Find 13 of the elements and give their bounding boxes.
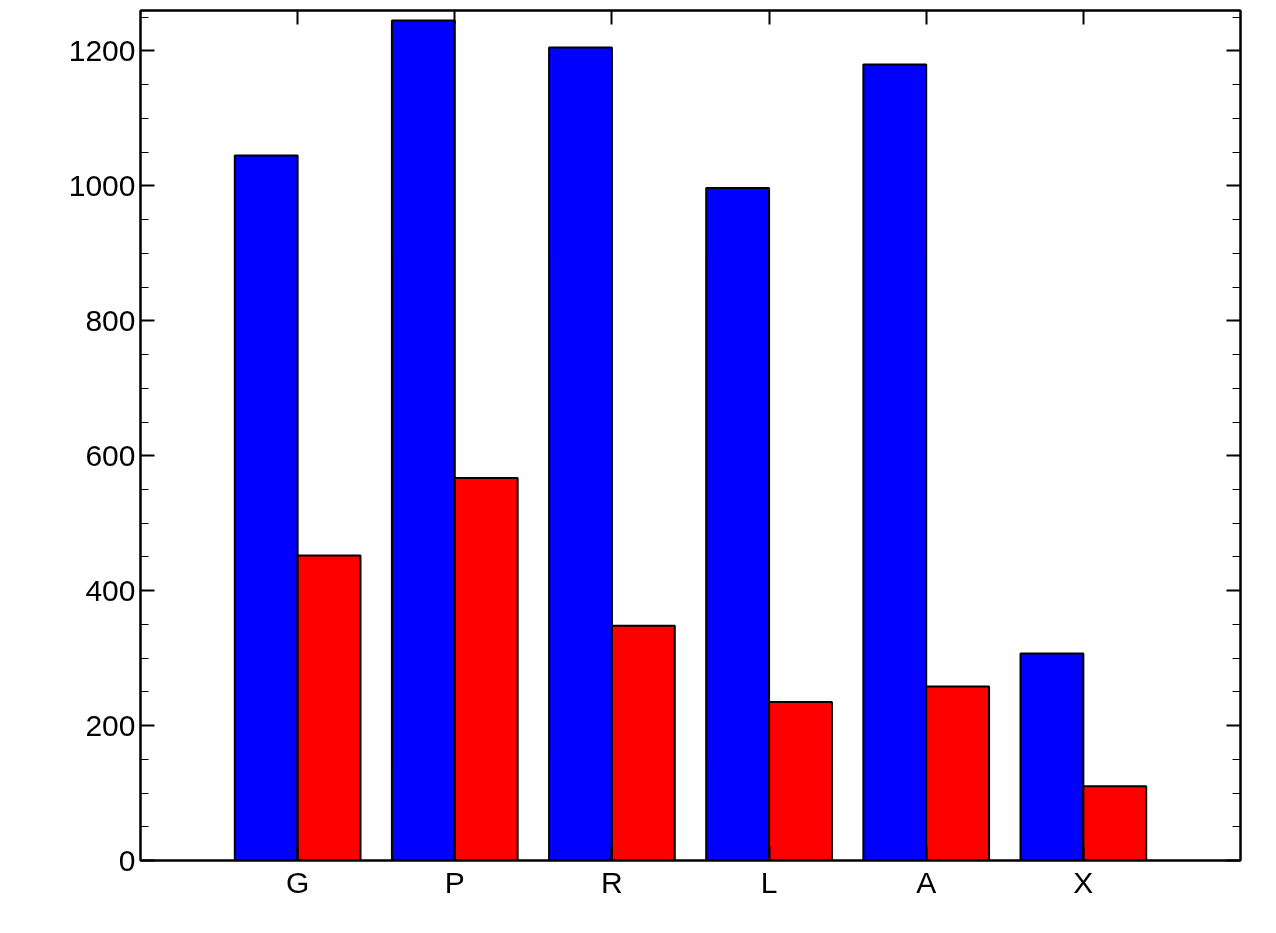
y-tick-label: 200 [85, 708, 136, 742]
x-tick-label: L [760, 865, 778, 899]
y-tick-label: 400 [85, 573, 136, 607]
x-tick-label: P [444, 865, 465, 899]
y-tick-label: 800 [85, 303, 136, 337]
y-tick-label: 1000 [68, 168, 136, 202]
x-tick-label: G [285, 865, 310, 899]
y-tick-label: 0 [118, 843, 136, 877]
x-tick-label: X [1073, 865, 1094, 899]
y-tick-label: 600 [85, 438, 136, 472]
x-tick-label: A [916, 865, 937, 899]
y-tick-label: 1200 [68, 33, 136, 67]
x-tick-label: R [601, 865, 623, 899]
